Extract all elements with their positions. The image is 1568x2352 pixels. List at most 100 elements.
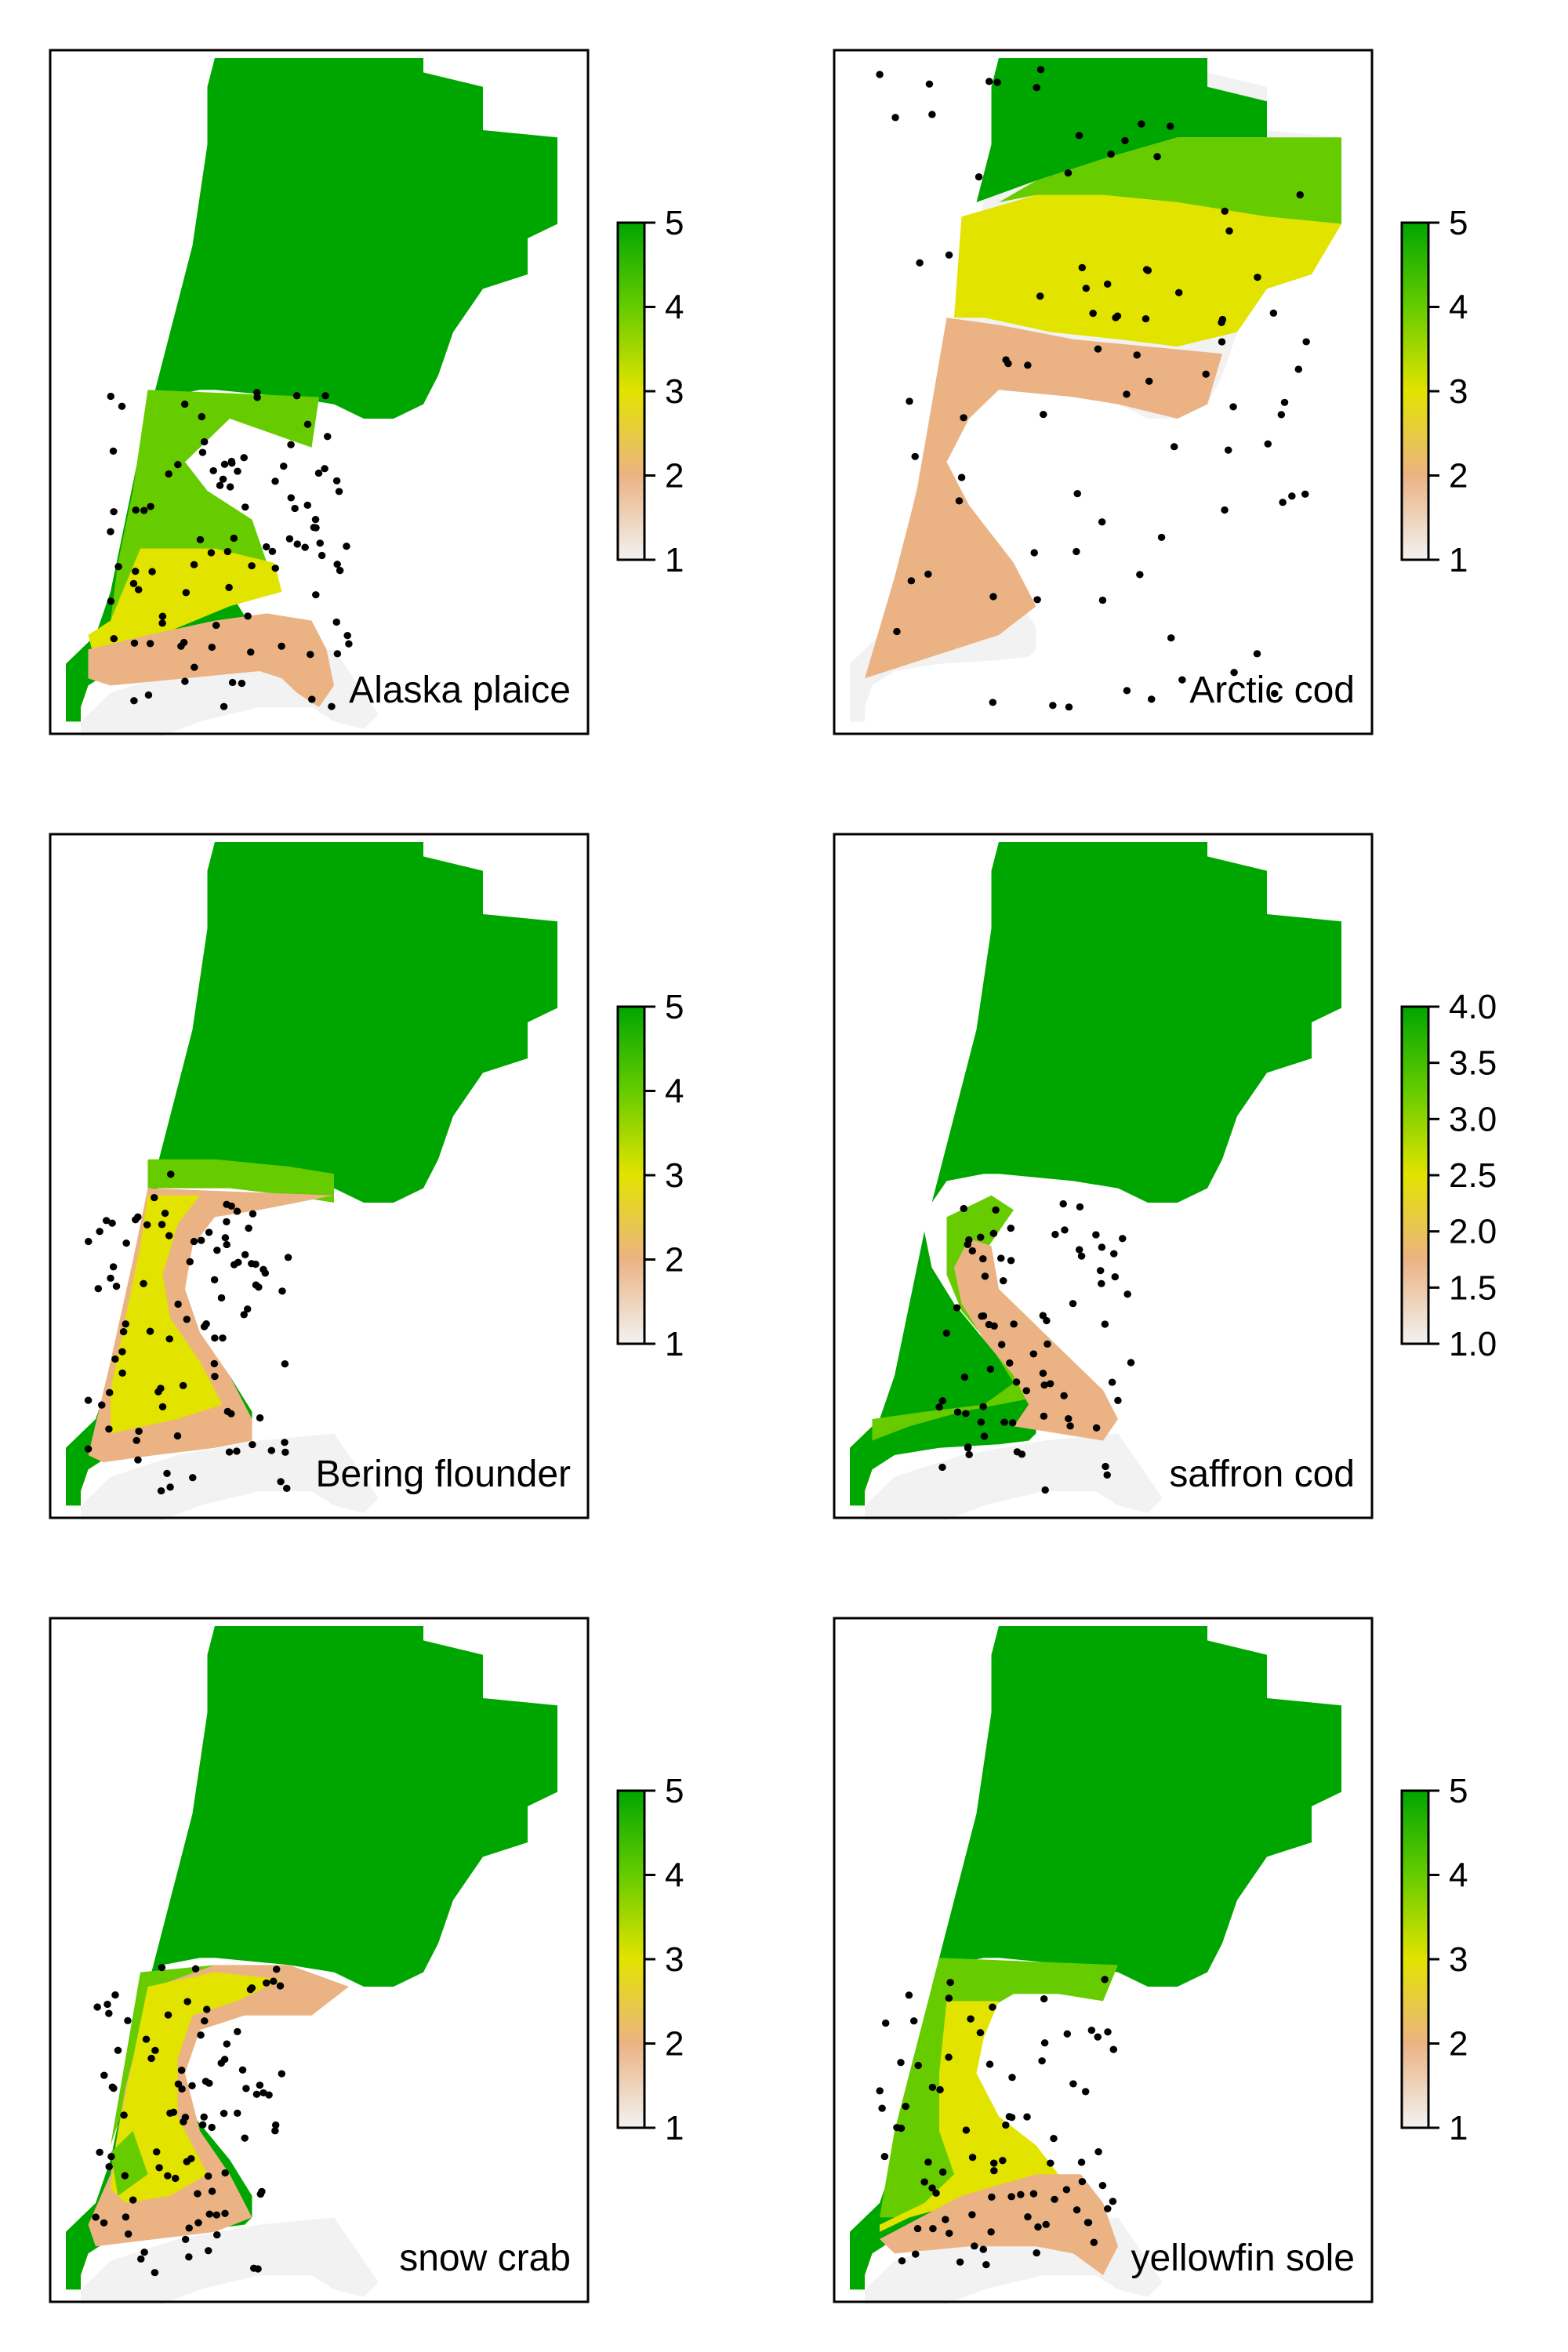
survey-point <box>935 1403 943 1411</box>
survey-point <box>905 1991 913 1999</box>
survey-point <box>1094 345 1102 353</box>
survey-point <box>107 528 114 535</box>
survey-point <box>233 1207 241 1215</box>
survey-point <box>307 651 314 659</box>
survey-point <box>284 1254 292 1261</box>
survey-point <box>989 2159 998 2167</box>
survey-point <box>968 2154 977 2161</box>
survey-point <box>103 2000 111 2009</box>
survey-point <box>100 2071 108 2079</box>
survey-point <box>238 680 246 688</box>
survey-point <box>881 2019 890 2027</box>
survey-point <box>226 483 234 491</box>
survey-point <box>173 1432 182 1440</box>
map-zone <box>88 613 335 707</box>
survey-point <box>1288 492 1296 500</box>
survey-point <box>902 2103 909 2111</box>
survey-point <box>278 1287 286 1295</box>
survey-point <box>200 1323 209 1330</box>
survey-point <box>122 2213 130 2221</box>
survey-point <box>201 2017 209 2025</box>
survey-point <box>241 503 249 511</box>
survey-point <box>1114 1396 1122 1404</box>
map-panel: snow crab 5 4 3 2 1 <box>49 1617 684 2304</box>
survey-point <box>1221 506 1229 514</box>
survey-point <box>303 420 312 428</box>
legend-tick-label: 1 <box>665 2109 684 2147</box>
survey-point <box>1092 1424 1101 1432</box>
survey-point <box>223 1218 230 1225</box>
survey-point <box>976 1233 985 1241</box>
survey-point <box>221 2209 229 2217</box>
map-zone <box>88 548 282 664</box>
survey-point <box>105 2163 113 2171</box>
survey-point <box>248 562 256 570</box>
species-label: snow crab <box>399 2238 571 2279</box>
survey-point <box>93 2003 101 2011</box>
survey-point <box>158 1221 166 1229</box>
survey-point <box>1033 2249 1040 2257</box>
survey-point <box>144 691 153 699</box>
legend-colorbar <box>616 1005 646 1345</box>
survey-point <box>142 2035 151 2043</box>
survey-point <box>183 1998 191 2005</box>
survey-point <box>283 1484 291 1493</box>
survey-point <box>913 2224 922 2233</box>
survey-point <box>174 1300 182 1308</box>
survey-point <box>129 579 138 588</box>
survey-point <box>1101 1320 1109 1328</box>
survey-point <box>174 2080 183 2088</box>
survey-point <box>977 1418 985 1426</box>
survey-point <box>945 1994 953 2002</box>
survey-point <box>990 1322 998 1330</box>
survey-point <box>988 2193 996 2201</box>
survey-point <box>185 2224 193 2232</box>
survey-point <box>151 2046 159 2054</box>
survey-point <box>956 2258 964 2266</box>
survey-point <box>1007 1225 1015 1232</box>
survey-point <box>1253 650 1261 658</box>
survey-point <box>989 1229 998 1237</box>
survey-point <box>1123 687 1131 695</box>
map-zone <box>880 1958 1118 2218</box>
survey-point <box>945 2229 953 2238</box>
survey-point <box>287 494 296 502</box>
survey-point <box>1296 191 1305 199</box>
survey-point <box>1029 2190 1038 2198</box>
survey-point <box>1096 1267 1105 1275</box>
survey-point <box>1271 689 1279 698</box>
survey-point <box>1040 1994 1048 2003</box>
survey-point <box>220 702 228 710</box>
survey-point <box>946 1979 954 1987</box>
survey-point <box>1277 411 1286 419</box>
survey-point <box>233 1447 241 1455</box>
legend-tick-label: 4 <box>1449 289 1468 327</box>
survey-point <box>230 534 238 543</box>
survey-point <box>194 2190 201 2198</box>
survey-point <box>278 2070 286 2078</box>
survey-point <box>920 2178 928 2186</box>
survey-point <box>1038 2057 1046 2065</box>
legend-tick-label: 2 <box>665 1241 684 1279</box>
species-label: Bering flounder <box>315 1454 571 1495</box>
survey-point <box>1138 120 1145 128</box>
survey-point <box>211 1334 219 1342</box>
map-panel: Bering flounder 5 4 3 2 1 <box>49 833 684 1520</box>
survey-point <box>1145 377 1153 385</box>
survey-point <box>267 1446 276 1454</box>
survey-point <box>953 1304 961 1312</box>
survey-point <box>335 488 343 495</box>
survey-point <box>248 1260 256 1268</box>
panel-border <box>833 833 1374 1519</box>
survey-point <box>293 540 302 548</box>
survey-point <box>196 535 205 543</box>
survey-point <box>928 2184 936 2192</box>
survey-point <box>321 465 328 473</box>
panel-border <box>49 1617 590 2303</box>
survey-point <box>234 2027 241 2035</box>
map-zone <box>976 58 1267 202</box>
panel-border <box>833 1617 1374 2303</box>
survey-point <box>1008 1419 1017 1427</box>
survey-point <box>1042 2220 1050 2228</box>
survey-point <box>213 1247 221 1254</box>
